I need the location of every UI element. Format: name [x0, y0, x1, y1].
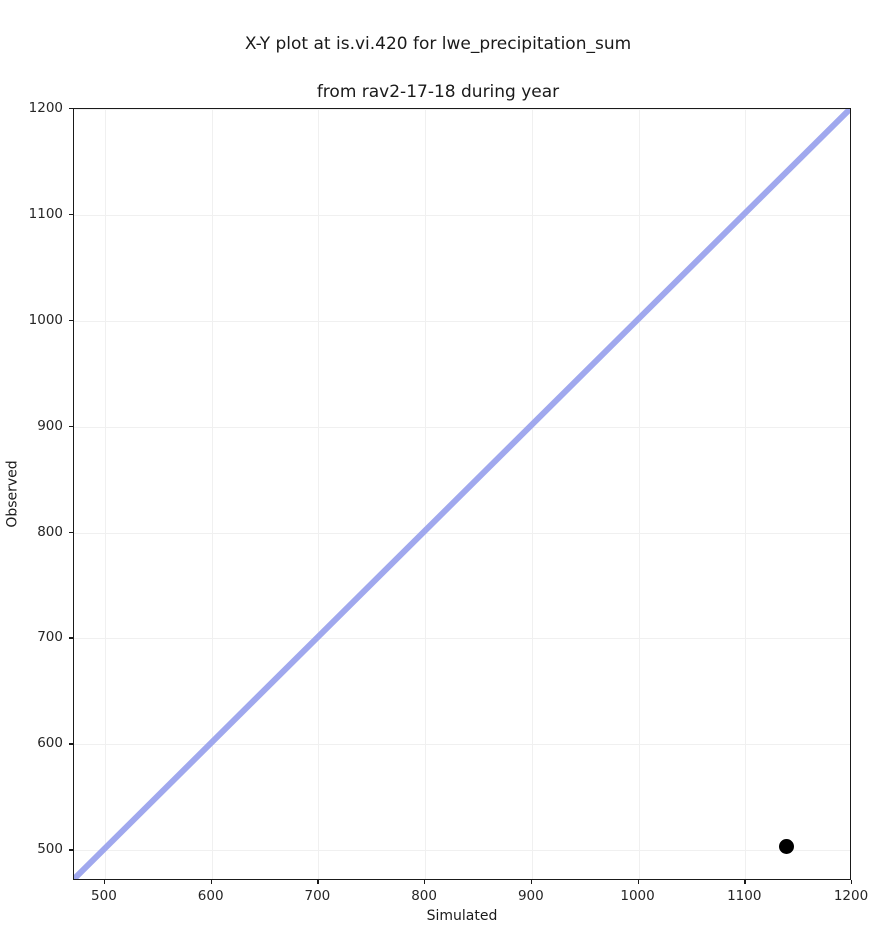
x-tick-mark	[637, 880, 639, 884]
gridline-horizontal	[74, 744, 850, 746]
gridline-horizontal	[74, 320, 850, 322]
x-tick-label: 900	[517, 888, 544, 904]
y-tick-label: 700	[37, 629, 63, 646]
chart-title: X-Y plot at is.vi.420 for lwe_precipitat…	[0, 8, 876, 128]
one-to-one-reference-line	[74, 109, 850, 879]
x-tick-mark	[103, 880, 106, 884]
y-axis-label: Observed	[0, 108, 26, 880]
y-tick-label: 1200	[28, 100, 63, 116]
x-tick-mark	[210, 880, 212, 884]
y-tick-mark	[69, 743, 73, 745]
y-tick-label: 1000	[28, 311, 63, 328]
gridline-vertical	[425, 109, 427, 879]
x-tick-label: 700	[304, 888, 331, 904]
x-tick-label: 600	[197, 888, 224, 904]
chart-title-line-1: X-Y plot at is.vi.420 for lwe_precipitat…	[244, 34, 632, 54]
y-tick-label: 1100	[28, 205, 63, 222]
data-point	[779, 838, 795, 854]
x-tick-mark	[851, 880, 853, 884]
x-tick-label: 1100	[727, 888, 762, 904]
y-tick-mark	[69, 531, 73, 533]
gridline-vertical	[211, 109, 213, 879]
gridline-horizontal	[74, 214, 850, 216]
y-tick-label: 600	[37, 735, 63, 752]
x-tick-label: 1000	[620, 888, 655, 904]
gridline-horizontal	[74, 532, 850, 534]
reference-line-path	[74, 109, 850, 879]
gridline-horizontal	[74, 426, 850, 428]
x-tick-mark	[424, 880, 426, 884]
x-tick-label: 1200	[833, 888, 869, 904]
gridline-horizontal	[74, 850, 850, 852]
y-tick-mark	[69, 637, 73, 639]
y-tick-mark	[69, 425, 73, 427]
y-tick-label: 900	[37, 417, 63, 434]
plot-area	[73, 108, 851, 880]
gridline-vertical	[638, 109, 640, 879]
gridline-vertical	[745, 109, 747, 879]
x-tick-mark	[744, 880, 746, 884]
gridline-horizontal	[74, 638, 850, 640]
y-tick-mark	[69, 108, 73, 110]
y-tick-label: 800	[37, 523, 63, 540]
x-axis-label: Simulated	[426, 908, 498, 924]
y-tick-mark	[69, 319, 73, 322]
x-tick-label: 500	[91, 888, 117, 904]
y-tick-mark	[69, 849, 73, 851]
x-tick-label: 800	[411, 888, 437, 904]
y-tick-label: 500	[37, 841, 63, 858]
x-tick-mark	[317, 880, 319, 884]
chart-title-line-2: from rav2-17-18 during year	[316, 82, 560, 102]
y-axis-label-text: Observed	[5, 460, 22, 528]
gridline-vertical	[318, 109, 320, 879]
y-tick-mark	[69, 213, 73, 216]
x-tick-mark	[530, 880, 533, 884]
gridline-vertical	[531, 109, 533, 879]
gridline-horizontal	[74, 109, 850, 110]
gridline-vertical	[104, 109, 106, 879]
